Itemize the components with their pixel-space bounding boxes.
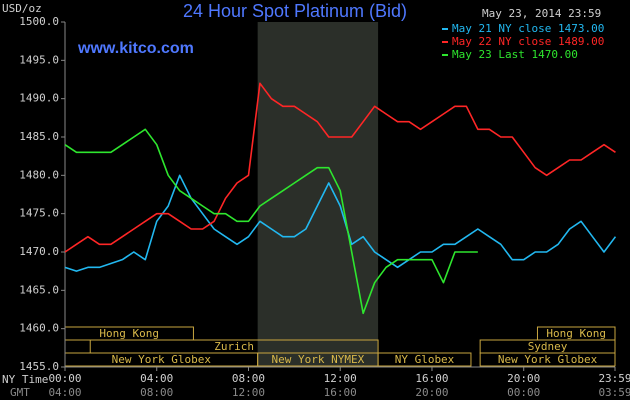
series-line (64, 128, 478, 315)
x2-tick-label: 20:00 (415, 386, 448, 399)
y-tick-label: 1485.0 (19, 130, 59, 143)
x-tick-label: 16:00 (415, 372, 448, 385)
session-label: Hong Kong (546, 327, 606, 340)
y-axis-label: USD/oz (2, 2, 42, 15)
x2-tick-label: 00:00 (507, 386, 540, 399)
watermark: www.kitco.com (77, 40, 194, 57)
x-axis-label: NY Time (2, 373, 48, 386)
x2-tick-label: 12:00 (232, 386, 265, 399)
y-tick-label: 1480.0 (19, 168, 59, 181)
legend-label: May 21 NY close 1473.00 (452, 22, 604, 35)
x-tick-label: 20:00 (507, 372, 540, 385)
y-tick-label: 1455.0 (19, 360, 59, 373)
x2-tick-label: 08:00 (140, 386, 173, 399)
y-tick-label: 1465.0 (19, 283, 59, 296)
legend-label: May 22 NY close 1489.00 (452, 35, 604, 48)
session-label: Hong Kong (99, 327, 159, 340)
x-tick-label: 04:00 (140, 372, 173, 385)
x2-axis-label: GMT (10, 386, 30, 399)
legend-label: May 23 Last 1470.00 (452, 48, 578, 61)
x2-tick-label: 04:00 (48, 386, 81, 399)
session-box (377, 352, 472, 367)
y-tick-label: 1475.0 (19, 207, 59, 220)
x-tick-label: 08:00 (232, 372, 265, 385)
x2-tick-label: 16:00 (324, 386, 357, 399)
series-line (64, 174, 617, 272)
y-tick-label: 1495.0 (19, 53, 59, 66)
y-tick-label: 1490.0 (19, 92, 59, 105)
session-label: New York Globex (498, 353, 598, 366)
x-tick-label: 00:00 (48, 372, 81, 385)
session-box (479, 352, 616, 367)
chart-title: 24 Hour Spot Platinum (Bid) (183, 1, 407, 21)
series-line (64, 82, 616, 253)
x-tick-label: 12:00 (324, 372, 357, 385)
y-tick-label: 1500.0 (19, 15, 59, 28)
y-tick-label: 1460.0 (19, 322, 59, 335)
session-label: New York NYMEX (272, 353, 365, 366)
session-label: New York Globex (112, 353, 212, 366)
x-tick-label: 23:59 (598, 372, 630, 385)
session-label: NY Globex (395, 353, 455, 366)
y-tick-label: 1470.0 (19, 245, 59, 258)
session-label: Sydney (528, 340, 568, 353)
x2-tick-label: 03:59 (598, 386, 630, 399)
session-label: Zurich (214, 340, 254, 353)
timestamp: May 23, 2014 23:59 (482, 7, 601, 20)
